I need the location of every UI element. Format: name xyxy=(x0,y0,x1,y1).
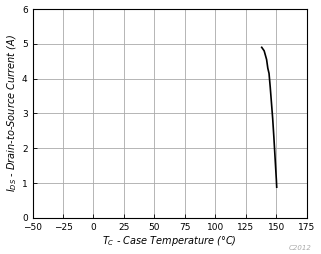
Y-axis label: $I_{DS}$ - Drain-to-Source Current (A): $I_{DS}$ - Drain-to-Source Current (A) xyxy=(5,35,19,192)
X-axis label: $T_C$ - Case Temperature (°C): $T_C$ - Case Temperature (°C) xyxy=(102,234,237,248)
Text: C2012: C2012 xyxy=(289,245,311,251)
